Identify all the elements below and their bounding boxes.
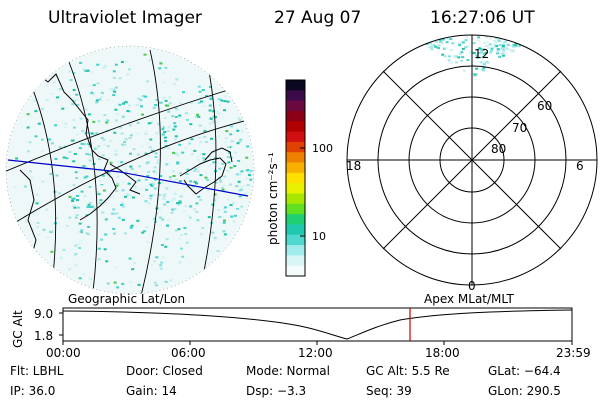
colorbar-band [286,90,305,102]
info-glon: GLon: 290.5 [488,384,561,398]
colorbar-band [286,121,305,133]
auroral-emission-dots [13,53,253,289]
altitude-curve [62,309,573,340]
colorbar-band [286,224,305,236]
colorbar-band [286,80,305,91]
y-axis-label: GC Alt [11,310,25,348]
date-label: 27 Aug 07 [274,8,362,28]
colorbar-unit-label: photon cm⁻²s⁻¹ [266,152,280,245]
colorbar-band [286,152,305,164]
altitude-timeline: Geographic Lat/Lon Apex MLat/MLT 9.0 1.8… [11,292,573,348]
colorbar-band [286,255,305,267]
info-ip: IP: 36.0 [10,384,56,398]
colorbar: 100 10 photon cm⁻²s⁻¹ [266,79,333,277]
colorbar-band [286,265,305,277]
x-tick-1800: 18:00 [425,346,460,360]
colorbar-band [286,214,305,226]
colorbar-band [286,193,305,205]
colorbar-band [286,203,305,215]
info-dsp: Dsp: −3.3 [246,384,307,398]
instrument-title: Ultraviolet Imager [48,8,202,28]
polar-mlt-0: 0 [468,279,476,293]
x-tick-1200: 12:00 [298,346,333,360]
colorbar-band [286,172,305,184]
time-label: 16:27:06 UT [430,8,535,28]
polar-emission-dots [425,36,522,77]
x-tick-2359: 23:59 [556,346,591,360]
y-tick-9: 9.0 [34,307,53,321]
info-door: Door: Closed [126,364,203,378]
colorbar-band [286,162,305,174]
colorbar-band [286,234,305,246]
info-gain: Gain: 14 [126,384,177,398]
polar-lat-60: 60 [537,99,552,113]
info-gc-alt: GC Alt: 5.5 Re [366,364,450,378]
colorbar-band [286,110,305,122]
polar-mlt-12: 12 [474,47,489,61]
colorbar-band [286,141,305,153]
polar-lat-70: 70 [512,121,527,135]
polar-plot: 60 70 80 12 18 6 0 [346,34,598,293]
polar-lat-80: 80 [491,142,506,156]
geographic-image [5,45,255,295]
timeline-left-title: Geographic Lat/Lon [68,292,185,306]
polar-mlt-18: 18 [346,159,361,173]
polar-mlt-6: 6 [576,159,584,173]
colorbar-tick-100: 100 [312,142,333,155]
x-tick-0600: 06:00 [171,346,206,360]
colorbar-band [286,131,305,143]
x-tick-0000: 00:00 [46,346,81,360]
colorbar-band [286,183,305,195]
lat-lon-grid [6,49,249,294]
info-seq: Seq: 39 [366,384,412,398]
y-tick-1-8: 1.8 [34,329,53,343]
info-flt: Flt: LBHL [10,364,64,378]
colorbar-tick-10: 10 [312,230,326,243]
info-glat: GLat: −64.4 [488,364,561,378]
terminator-line [7,159,249,197]
timeline-right-title: Apex MLat/MLT [424,292,514,306]
info-mode: Mode: Normal [246,364,330,378]
colorbar-band [286,100,305,112]
colorbar-band [286,245,305,256]
